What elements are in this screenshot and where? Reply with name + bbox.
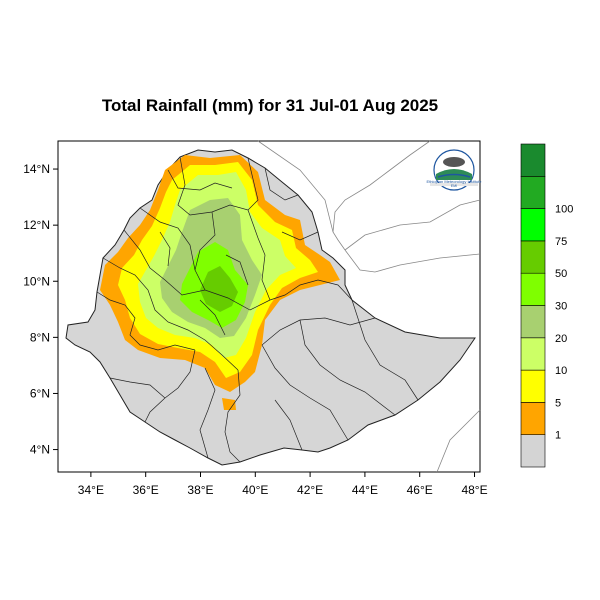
colorbar-swatch [520,143,546,177]
neighbor-borders [257,140,481,473]
emi-logo [430,149,478,191]
lon-tick-label: 34°E [78,483,104,497]
lon-tick-label: 44°E [352,483,378,497]
colorbar-swatch [520,402,546,435]
colorbar-swatch [520,272,546,306]
lon-tick-label: 48°E [461,483,487,497]
lat-tick-label: 4°N [30,443,50,457]
logo-text: Ethiopian Meteorology Institute [427,179,483,184]
rain-1-5mm-south [222,398,236,410]
colorbar-label: 100 [555,204,573,216]
colorbar: 1 5 10 20 30 50 75 100 [520,143,573,468]
colorbar-swatch [520,176,546,209]
colorbar-swatch [520,305,546,339]
lat-tick-label: 14°N [23,162,50,176]
lon-tick-label: 38°E [187,483,213,497]
colorbar-label: 1 [555,430,561,442]
lat-tick-label: 6°N [30,386,50,400]
rain-50-75mm [200,266,238,312]
lon-tick-label: 42°E [297,483,323,497]
colorbar-swatch [520,240,546,274]
lon-tick-label: 36°E [133,483,159,497]
latitude-axis: 4°N 6°N 8°N 10°N 12°N 14°N [23,162,58,457]
lat-tick-label: 8°N [30,330,50,344]
colorbar-label: 5 [555,397,561,409]
colorbar-label: 10 [555,365,567,377]
colorbar-swatch [520,434,546,468]
longitude-axis: 34°E 36°E 38°E 40°E 42°E 44°E 46°E 48°E [78,472,488,497]
colorbar-label: 20 [555,333,567,345]
admin-boundaries [96,156,419,463]
lat-tick-label: 12°N [23,218,50,232]
lat-tick-label: 10°N [23,274,50,288]
colorbar-label: 75 [555,236,567,248]
map-title: Total Rainfall (mm) for 31 Jul-01 Aug 20… [101,96,439,115]
colorbar-swatch [520,369,546,403]
colorbar-label: 50 [555,268,567,280]
colorbar-swatch [520,208,546,242]
logo-sub: EMI [451,184,457,188]
lon-tick-label: 46°E [407,483,433,497]
lon-tick-label: 40°E [242,483,268,497]
colorbar-label: 30 [555,301,567,313]
colorbar-swatch [520,337,546,371]
